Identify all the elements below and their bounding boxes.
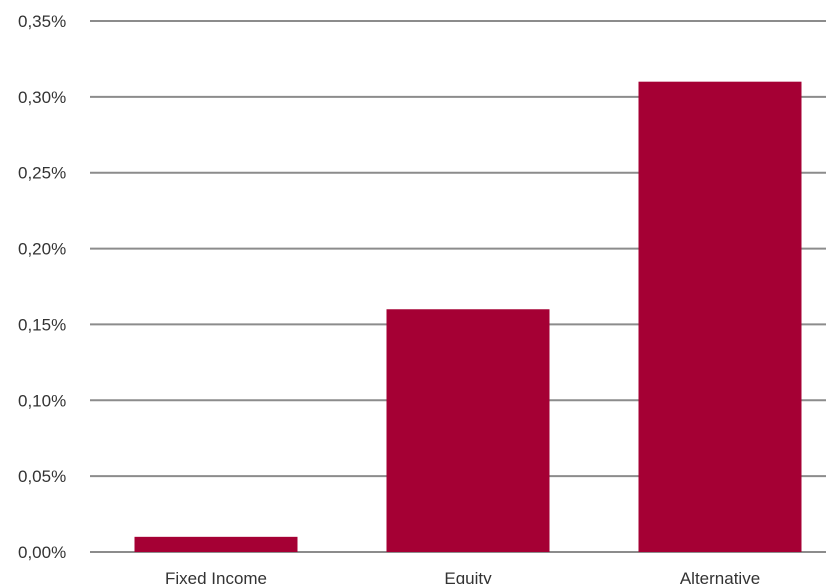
x-category-label: Equity	[444, 569, 492, 584]
y-tick-label: 0,00%	[18, 543, 66, 562]
x-axis-category-labels: Fixed Income Equity Alternative	[165, 569, 760, 584]
bar-alternative	[638, 81, 802, 552]
y-tick-label: 0,25%	[18, 164, 66, 183]
y-tick-label: 0,20%	[18, 240, 66, 259]
y-tick-label: 0,30%	[18, 88, 66, 107]
bar-equity	[386, 309, 550, 552]
bars	[134, 81, 802, 552]
bar-fixed-income	[134, 536, 298, 552]
y-tick-label: 0,10%	[18, 391, 66, 410]
y-tick-label: 0,15%	[18, 315, 66, 334]
y-tick-label: 0,35%	[18, 12, 66, 31]
y-axis-tick-labels: 0,00% 0,05% 0,10% 0,15% 0,20% 0,25% 0,30% 0,35%	[18, 12, 66, 562]
y-tick-label: 0,05%	[18, 467, 66, 486]
x-category-label: Alternative	[680, 569, 760, 584]
x-category-label: Fixed Income	[165, 569, 267, 584]
